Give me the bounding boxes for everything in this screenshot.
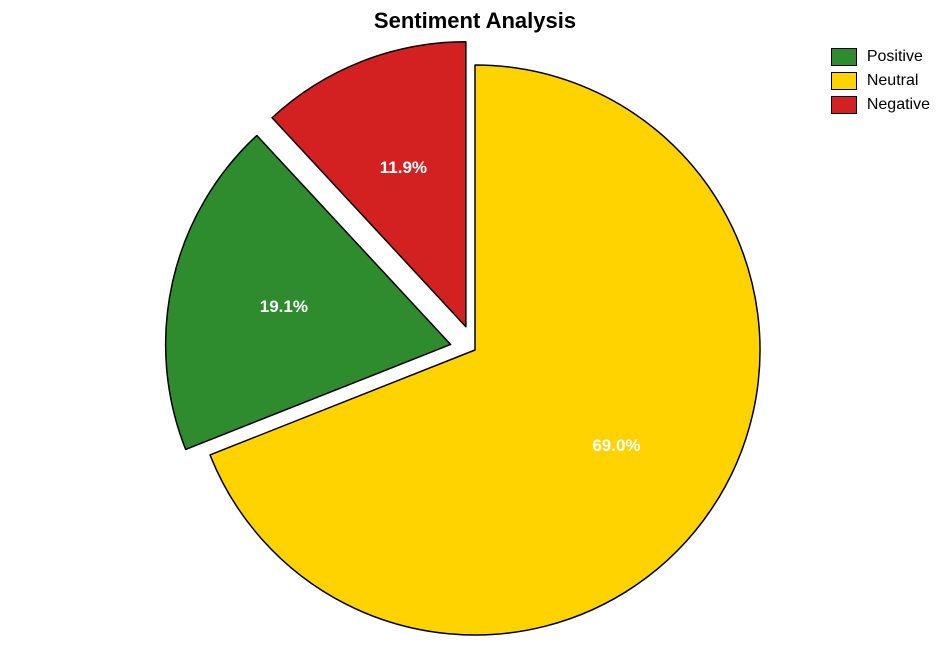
pie-label-negative: 11.9% <box>380 158 427 178</box>
legend-label: Neutral <box>867 72 919 90</box>
pie-chart <box>0 0 950 662</box>
legend: Positive Neutral Negative <box>831 48 930 120</box>
legend-label: Positive <box>867 48 923 66</box>
legend-swatch-positive <box>831 48 857 66</box>
legend-item-neutral: Neutral <box>831 72 930 90</box>
legend-swatch-neutral <box>831 72 857 90</box>
chart-container: Sentiment Analysis PositiveNeutralNegati… <box>0 0 950 662</box>
pie-label-neutral: 69.0% <box>592 436 640 456</box>
pie-label-positive: 19.1% <box>260 297 308 317</box>
legend-label: Negative <box>867 96 930 114</box>
legend-item-negative: Negative <box>831 96 930 114</box>
legend-swatch-negative <box>831 96 857 114</box>
legend-item-positive: Positive <box>831 48 930 66</box>
